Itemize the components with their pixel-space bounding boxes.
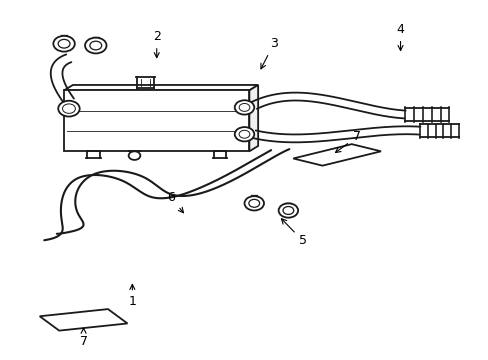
Circle shape (248, 199, 259, 207)
Circle shape (278, 203, 298, 218)
Text: 6: 6 (167, 192, 183, 213)
Circle shape (53, 36, 75, 51)
Circle shape (85, 38, 106, 53)
Text: 2: 2 (152, 30, 161, 58)
Circle shape (58, 101, 80, 117)
Polygon shape (293, 144, 380, 166)
Circle shape (283, 207, 293, 215)
Text: 4: 4 (396, 23, 404, 50)
Polygon shape (64, 85, 258, 90)
Circle shape (128, 151, 140, 160)
Circle shape (90, 41, 102, 50)
Circle shape (239, 103, 249, 111)
Circle shape (234, 100, 254, 114)
Text: 7: 7 (80, 328, 87, 348)
Circle shape (244, 196, 264, 211)
Circle shape (239, 130, 249, 138)
Circle shape (58, 39, 70, 48)
Text: 5: 5 (281, 219, 306, 247)
Circle shape (234, 127, 254, 141)
Bar (64, 90, 249, 151)
Circle shape (62, 104, 75, 113)
Text: 3: 3 (261, 37, 277, 69)
Polygon shape (40, 309, 127, 330)
Polygon shape (249, 85, 258, 151)
Text: 1: 1 (128, 284, 136, 309)
Text: 7: 7 (335, 130, 360, 153)
